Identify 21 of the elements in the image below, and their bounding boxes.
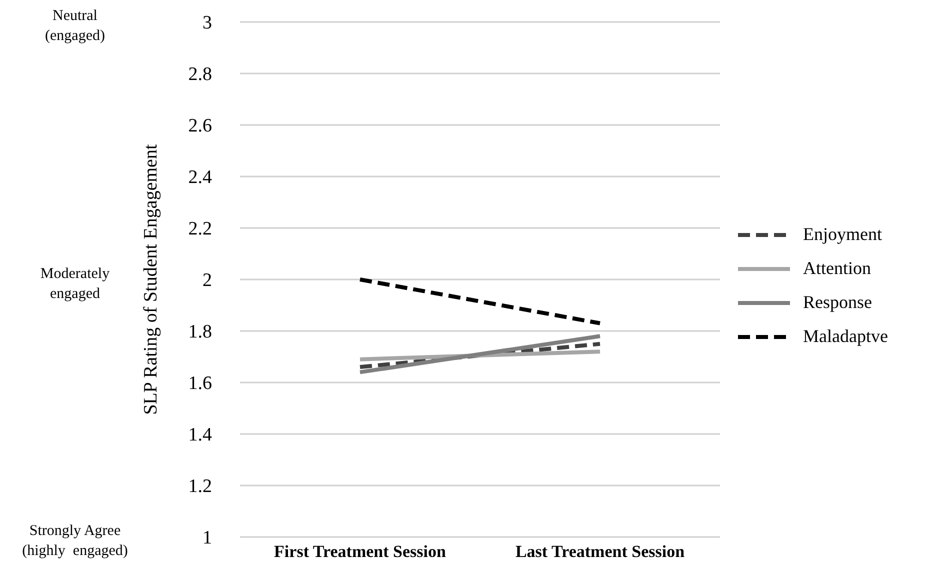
y-tick-label: 2.2: [188, 218, 212, 240]
y-tick-label: 1.6: [188, 373, 212, 394]
y-tick-label: 1: [202, 528, 212, 549]
y-tick-label: 1.2: [188, 476, 212, 498]
x-tick-label: First Treatment Session: [274, 542, 446, 562]
legend-label: Response: [803, 292, 872, 313]
text: Moderately engaged: [39, 264, 111, 304]
y-tick-label: 1.8: [188, 322, 212, 343]
text: Strongly Agree (highly engaged): [21, 522, 129, 561]
legend-label: Enjoyment: [803, 224, 882, 245]
y-tick-label: 1.4: [188, 424, 212, 446]
text: Neutral (engaged): [44, 7, 106, 46]
y-tick-label: 3: [202, 12, 212, 34]
x-tick-label: Last Treatment Session: [515, 542, 686, 562]
legend-label: Maladaptve: [803, 326, 888, 347]
y-tick-label: 2.6: [188, 116, 212, 137]
y-tick-label: 2: [202, 270, 212, 292]
y-tick-label: 2.4: [188, 167, 212, 188]
y-axis-title: SLP Rating of Student Engagement: [140, 144, 162, 415]
y-tick-label: 2.8: [188, 64, 212, 86]
legend-label: Attention: [803, 258, 871, 279]
